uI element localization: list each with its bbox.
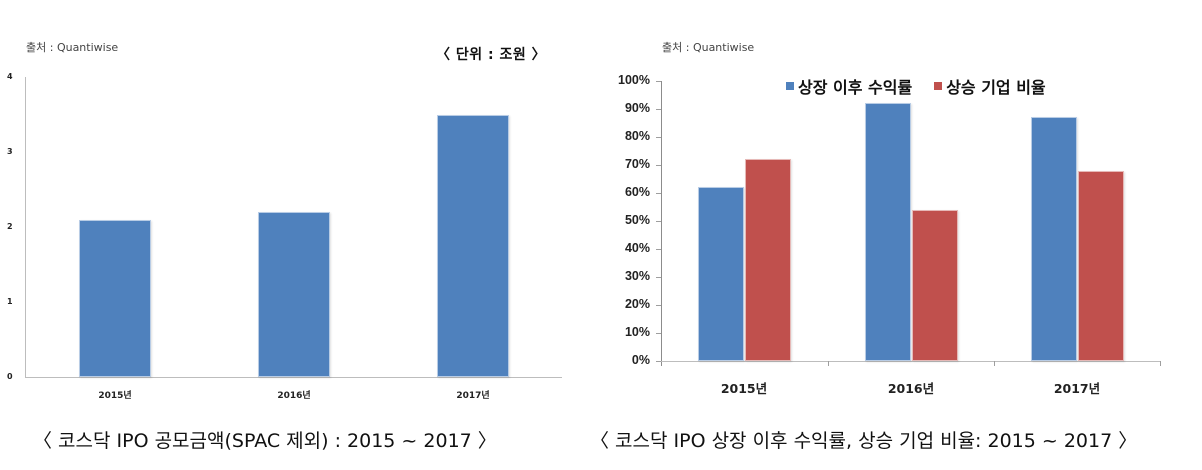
right-y-tick-mark [656,81,661,82]
left-x-category-label: 2015년 [98,391,132,401]
legend-item-rise-ratio: 상승 기업 비율 [934,74,1046,98]
left-y-tick-label: 3 [7,147,13,156]
left-bar-chart: 0 1 2 3 4 2015년 2016년 2017년 [0,0,590,410]
right-y-tick-label: 90% [624,101,650,115]
left-bar-2016년 [258,212,330,377]
left-source-text: 출처 : Quantiwise [26,41,119,54]
right-y-tick-mark [656,333,661,334]
right-grouped-bar-chart: 상장 이후 수익률 상승 기업 비율 0% 10% 20% 30% 40% 50% 60% 7… [590,0,1202,410]
right-y-tick-mark [656,165,661,166]
right-y-tick-label: 20% [624,297,650,311]
left-y-axis [25,77,26,378]
right-bar-2017년-series-1 [1078,170,1124,361]
right-bar-2015년-series-1 [745,159,791,361]
right-y-tick-mark [656,221,661,222]
right-y-tick-mark [656,305,661,306]
right-y-tick-mark [656,193,661,194]
right-x-axis [661,361,1161,362]
right-bar-2017년-series-0 [1031,117,1077,361]
legend-item-return: 상장 이후 수익률 [786,74,912,98]
right-bar-2016년-series-1 [912,209,958,361]
legend-swatch-blue [786,82,794,90]
right-bar-2016년-series-0 [865,103,911,361]
left-x-axis [25,377,562,378]
right-chart-caption: 〈 코스닥 IPO 상장 이후 수익률, 상승 기업 비율: 2015 ~ 20… [590,430,1138,452]
right-y-tick-mark [656,277,661,278]
right-y-tick-label: 50% [624,213,650,227]
right-y-tick-mark [656,249,661,250]
right-y-tick-label: 70% [624,157,650,171]
right-y-tick-label: 60% [624,185,650,199]
left-y-tick-label: 0 [7,372,13,381]
right-y-tick-label: 30% [624,269,650,283]
left-bar-2015년 [79,219,151,377]
left-y-tick-label: 1 [7,297,13,306]
right-y-tick-label: 100% [618,73,650,87]
right-y-tick-mark [656,361,661,362]
right-x-category-label: 2016년 [887,381,935,396]
legend-swatch-red [934,82,943,90]
right-y-axis [661,81,662,366]
left-y-tick-label: 4 [7,72,13,81]
right-x-category-label: 2015년 [720,381,768,396]
left-unit-label: 〈 단위 : 조원 〉 [436,47,547,63]
left-bar-2017년 [437,114,509,377]
right-x-tick-mark [828,361,829,366]
right-y-tick-label: 40% [624,241,650,255]
right-y-tick-label: 0% [631,353,650,367]
left-chart-caption: 〈 코스닥 IPO 공모금액(SPAC 제외) : 2015 ~ 2017 〉 [33,430,497,452]
right-bar-2015년-series-0 [698,187,744,361]
right-source-text: 출처 : Quantiwise [662,41,755,54]
left-x-category-label: 2016년 [277,391,311,401]
right-x-tick-mark [994,361,995,366]
right-legend: 상장 이후 수익률 상승 기업 비율 [786,74,1068,98]
legend-label-rise-ratio: 상승 기업 비율 [946,78,1046,97]
legend-label-return: 상장 이후 수익률 [798,78,913,97]
right-y-tick-mark [656,109,661,110]
right-y-tick-label: 10% [624,325,650,339]
right-x-category-label: 2017년 [1053,381,1101,396]
right-y-tick-mark [656,137,661,138]
right-y-tick-label: 80% [624,129,650,143]
right-x-tick-mark [1160,361,1161,366]
left-y-tick-label: 2 [7,222,13,231]
left-x-category-label: 2017년 [456,391,490,401]
